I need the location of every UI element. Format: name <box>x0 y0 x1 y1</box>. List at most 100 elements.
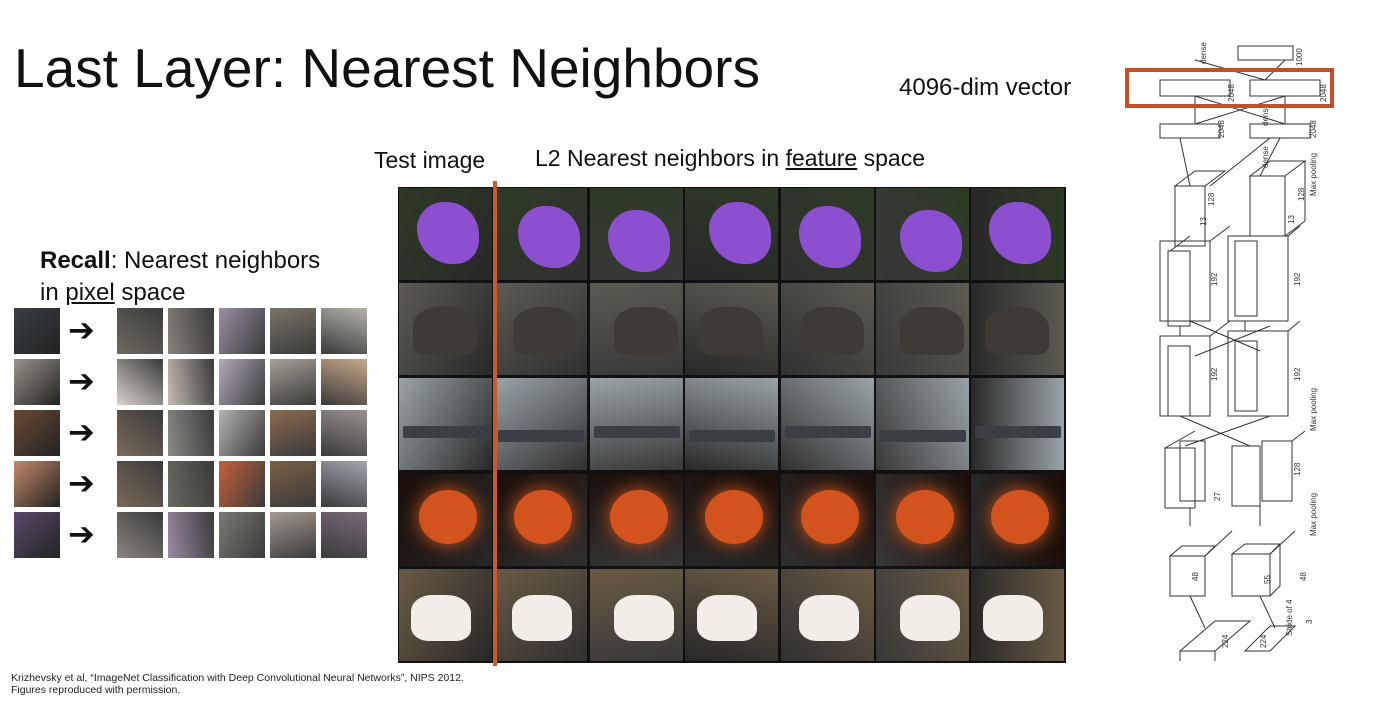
pixel-neighbor-image <box>321 461 367 507</box>
grid-image-dog <box>589 568 683 661</box>
feature-space-grid <box>398 187 1066 663</box>
pixel-neighbor-image <box>168 461 214 507</box>
arrow-right-icon: ➔ <box>68 515 95 553</box>
pixel-query-image <box>14 512 60 558</box>
test-image-label: Test image <box>374 147 486 173</box>
grid-image-jack-o-lantern <box>589 473 683 566</box>
pixel-query-image <box>14 308 60 354</box>
grid-image-purple-flower <box>971 188 1065 280</box>
recall-line1: : Nearest neighbors <box>110 247 321 274</box>
vector-highlight-box <box>1125 68 1334 108</box>
pixel-neighbor-image <box>219 308 265 354</box>
grid-image-elephant <box>685 283 779 376</box>
arch-label-2048c: 2048 <box>1217 120 1226 138</box>
arch-label-2048d: 2048 <box>1309 120 1318 138</box>
grid-image-purple-flower <box>399 188 492 280</box>
grid-image-purple-flower <box>780 188 874 280</box>
recall-label: Recall: Nearest neighbors in pixel space <box>40 245 320 309</box>
fc-low-box-right <box>1249 123 1311 139</box>
conv2-box-right <box>1231 445 1261 507</box>
pixel-neighbor-image <box>270 512 316 558</box>
pixel-neighbor-image <box>270 308 316 354</box>
recall-line2-prefix: in <box>40 279 66 306</box>
alexnet-architecture-diagram: dense 1000 2048 2048 2048 2048 dense den… <box>1159 42 1328 661</box>
grid-image-elephant <box>494 283 588 376</box>
pixel-neighbor-image <box>168 359 214 405</box>
pixel-neighbor-image <box>168 512 214 558</box>
conv3-box-right <box>1234 340 1258 412</box>
arch-label-13a: 13 <box>1199 217 1208 226</box>
pixel-neighbor-image <box>117 410 163 456</box>
arrow-right-icon: ➔ <box>68 413 95 451</box>
grid-image-jack-o-lantern <box>685 473 779 566</box>
pixel-neighbor-image <box>219 461 265 507</box>
output-layer-box <box>1237 45 1294 61</box>
grid-image-elephant <box>589 283 683 376</box>
arch-label-224b: 224 <box>1259 634 1268 648</box>
grid-image-elephant <box>399 283 492 376</box>
pixel-query-image <box>14 461 60 507</box>
slide-title: Last Layer: Nearest Neighbors <box>14 37 760 99</box>
arrow-right-icon: ➔ <box>68 311 95 349</box>
grid-image-dog <box>876 568 969 661</box>
arch-label-2048a: 2048 <box>1227 84 1236 102</box>
pixel-neighbor-image <box>117 461 163 507</box>
arch-label-128a: 128 <box>1297 187 1306 201</box>
arch-label-max-pooling-1: Max pooling <box>1309 153 1318 196</box>
arch-label-192a: 192 <box>1210 272 1219 286</box>
nn-label-suffix: space <box>857 145 925 171</box>
grid-image-dog <box>685 568 779 661</box>
arch-label-13b: 13 <box>1287 215 1296 224</box>
pixel-neighbor-image <box>168 410 214 456</box>
arch-label-128b: 128 <box>1207 192 1216 206</box>
grid-image-purple-flower <box>494 188 588 280</box>
arch-label-dense-low: dense <box>1261 146 1270 168</box>
pixel-neighbor-image <box>168 308 214 354</box>
vector-label: 4096-dim vector <box>899 74 1072 101</box>
grid-image-jack-o-lantern <box>780 473 874 566</box>
arch-label-55: 55 <box>1263 575 1272 584</box>
pixel-neighbor-image <box>219 359 265 405</box>
arch-label-128c: 128 <box>1293 462 1302 476</box>
arch-label-dense-mid: dense <box>1261 104 1270 126</box>
arrow-right-icon: ➔ <box>68 464 95 502</box>
conv4-box-left <box>1167 250 1191 327</box>
pixel-query-image <box>14 359 60 405</box>
arch-label-27: 27 <box>1213 492 1222 501</box>
arch-label-dense-top: dense <box>1199 42 1208 64</box>
grid-image-aircraft-carrier <box>780 378 874 471</box>
arch-label-max-pooling-2: Max pooling <box>1309 388 1318 431</box>
grid-image-aircraft-carrier <box>685 378 779 471</box>
citation: Krizhevsky et al, “ImageNet Classificati… <box>11 672 464 696</box>
arch-label-max-pooling-3: Max pooling <box>1309 493 1318 536</box>
arch-label-192b: 192 <box>1293 272 1302 286</box>
grid-image-elephant <box>971 283 1065 376</box>
pixel-neighbor-image <box>270 410 316 456</box>
pixel-neighbor-image <box>219 410 265 456</box>
pixel-neighbor-image <box>117 308 163 354</box>
pixel-neighbor-image <box>270 359 316 405</box>
arch-label-48a: 48 <box>1191 572 1200 581</box>
nearest-neighbors-label: L2 Nearest neighbors in feature space <box>535 145 925 172</box>
grid-image-jack-o-lantern <box>876 473 969 566</box>
pixel-neighbor-image <box>270 461 316 507</box>
grid-image-jack-o-lantern <box>494 473 588 566</box>
recall-bold: Recall <box>40 247 111 274</box>
nn-label-underlined: feature <box>785 145 858 171</box>
pixel-neighbor-image <box>321 512 367 558</box>
arch-label-stride: Stride of 4 <box>1285 599 1294 636</box>
pixel-neighbor-image <box>321 359 367 405</box>
citation-line1: Krizhevsky et al, “ImageNet Classificati… <box>11 672 464 684</box>
grid-image-aircraft-carrier <box>876 378 969 471</box>
conv5-box-right <box>1249 175 1286 237</box>
arch-label-192c: 192 <box>1210 367 1219 381</box>
grid-image-elephant <box>780 283 874 376</box>
arch-label-48b: 48 <box>1299 572 1308 581</box>
pixel-neighbor-image <box>321 308 367 354</box>
pixel-query-image <box>14 410 60 456</box>
citation-line2: Figures reproduced with permission. <box>11 684 181 696</box>
pixel-neighbor-image <box>117 512 163 558</box>
conv5-box-left <box>1174 185 1206 247</box>
recall-line2-underlined: pixel <box>65 279 115 306</box>
conv1-box-right <box>1231 553 1271 597</box>
